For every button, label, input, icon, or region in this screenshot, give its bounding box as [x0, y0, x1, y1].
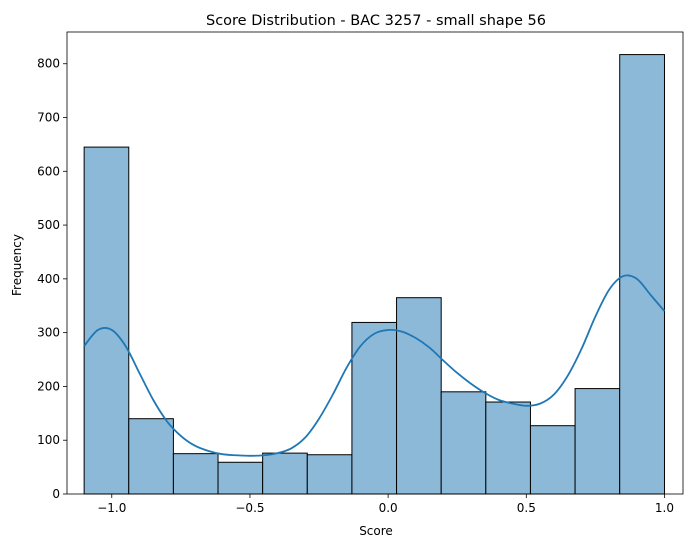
histogram-bar — [83, 146, 130, 495]
histogram-bar — [128, 418, 174, 495]
y-tick-label: 800 — [37, 57, 60, 71]
bars-group — [83, 54, 665, 495]
histogram-bar — [574, 388, 621, 495]
chart-title: Score Distribution - BAC 3257 - small sh… — [206, 13, 546, 29]
y-tick-label: 400 — [37, 272, 60, 286]
plot-frame — [66, 31, 684, 495]
x-axis-label: Score — [359, 524, 393, 538]
histogram-bar — [485, 401, 531, 495]
y-tick-label: 700 — [37, 111, 60, 125]
y-tick-label: 500 — [37, 218, 60, 232]
y-tick-label: 0 — [52, 487, 60, 501]
y-tick-label: 600 — [37, 164, 60, 178]
y-tick-label: 200 — [37, 379, 60, 393]
histogram-bar — [529, 425, 576, 495]
y-tick-label: 300 — [37, 326, 60, 340]
histogram-bar — [396, 297, 442, 495]
y-tick-label: 100 — [37, 433, 60, 447]
histogram-bar — [440, 391, 487, 495]
histogram-bar — [217, 461, 264, 495]
y-axis-ticks: 0 100 200 300 400 500 600 700 800 — [37, 57, 67, 501]
x-tick-label: −0.5 — [235, 501, 264, 515]
histogram-bar — [306, 454, 353, 495]
y-axis-label: Frequency — [10, 234, 24, 296]
histogram-bar — [619, 54, 665, 495]
histogram-bar — [351, 321, 398, 495]
histogram-bar — [172, 453, 219, 495]
x-tick-label: 1.0 — [655, 501, 674, 515]
x-tick-label: 0.0 — [379, 501, 398, 515]
kde-curve — [83, 274, 666, 457]
x-tick-label: −1.0 — [97, 501, 126, 515]
x-tick-label: 0.5 — [517, 501, 536, 515]
histogram-bar — [262, 452, 308, 495]
x-axis-ticks: −1.0 −0.5 0.0 0.5 1.0 — [97, 494, 674, 515]
